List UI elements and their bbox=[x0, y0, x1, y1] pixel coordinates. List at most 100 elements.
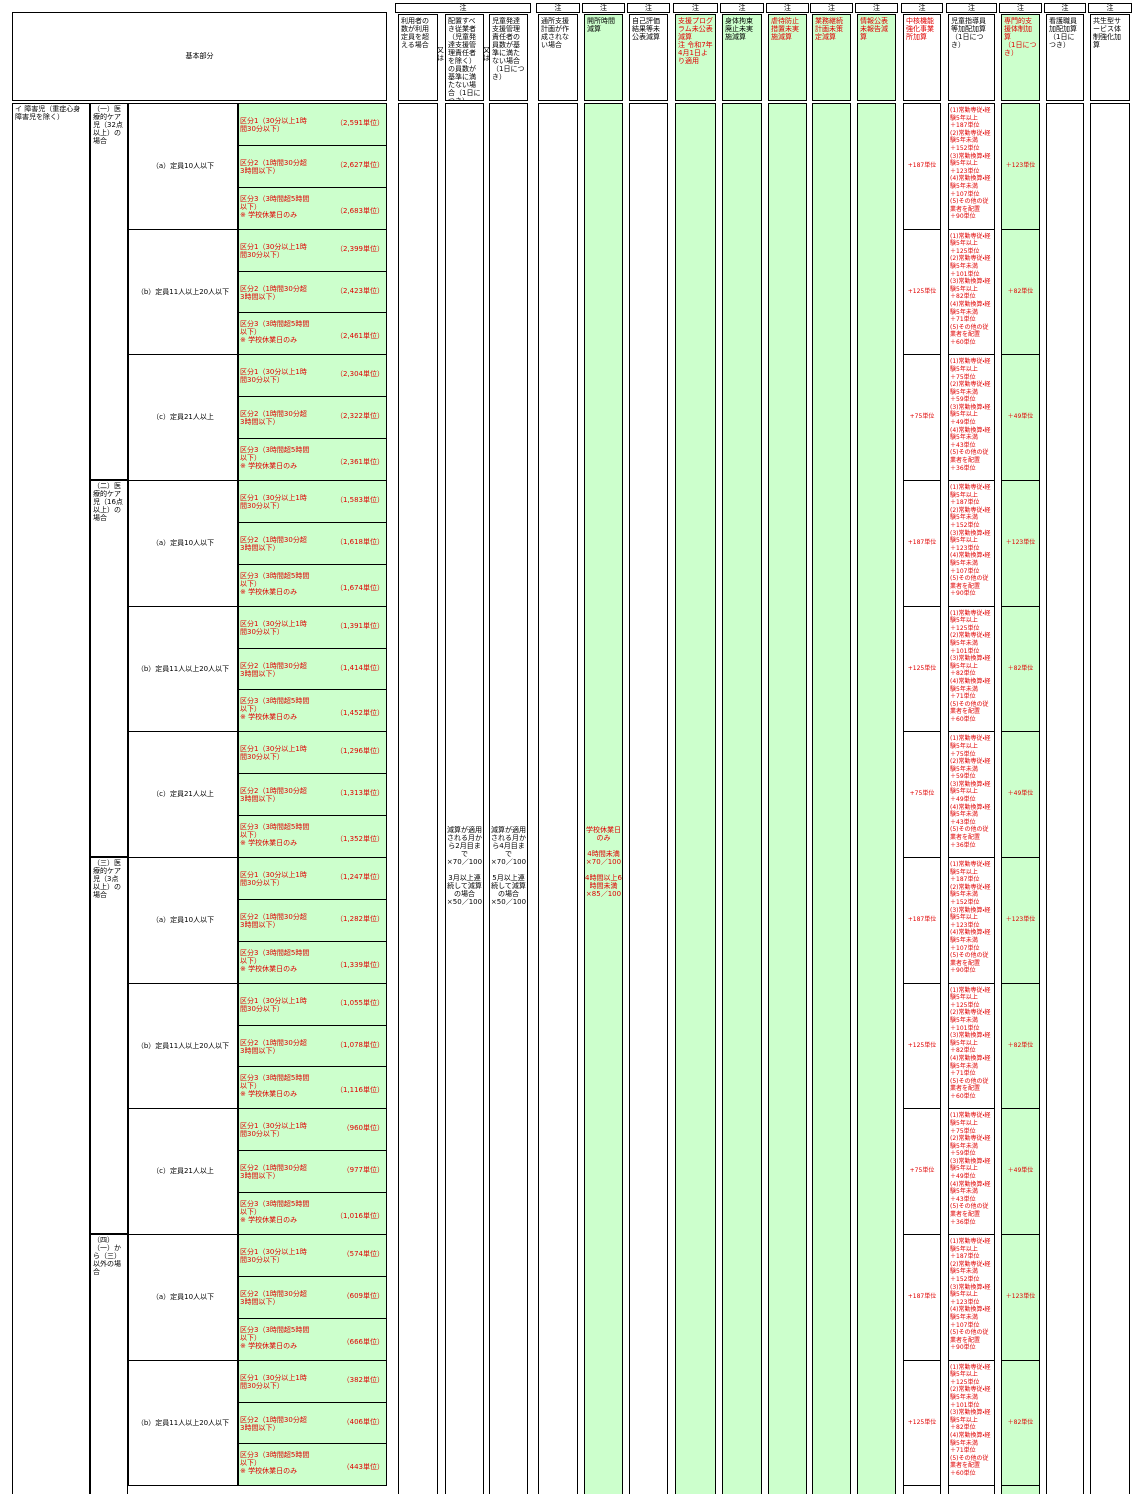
column-body bbox=[584, 103, 623, 1494]
specialist-value: ＋123単位 bbox=[1005, 915, 1036, 923]
note-header: 注 bbox=[946, 3, 997, 13]
staff-cell bbox=[948, 1359, 995, 1487]
column-header: 自己評価結果等未公表減算 bbox=[629, 14, 668, 101]
category-label: 区分2（1時間30分超3時間以下） bbox=[240, 284, 307, 301]
unit-value: （1,583単位） bbox=[335, 496, 384, 504]
column-header: 身体拘束廃止未実施減算 bbox=[722, 14, 762, 101]
unit-value: （1,391単位） bbox=[335, 621, 384, 630]
staff-value: (1)常勤専従・経験5年以上 ＋75単位 (2)常勤専従・経験5年未満 ＋59単… bbox=[950, 1112, 991, 1226]
unit-value: （2,683単位） bbox=[335, 206, 384, 215]
or-label: 又は bbox=[437, 46, 444, 62]
staff-value: (1)常勤専従・経験5年以上 ＋125単位 (2)常勤専従・経験5年未満 ＋10… bbox=[950, 986, 991, 1100]
category-cell bbox=[238, 647, 387, 691]
category-cell bbox=[238, 1359, 387, 1403]
specialist-value: ＋49単位 bbox=[1007, 790, 1034, 798]
specialist-cell bbox=[1001, 1234, 1040, 1361]
column-header: 看護職員加配加算 （1日につき） bbox=[1046, 14, 1084, 101]
category-label: 区分3（3時間超5時間以下） ※ 学校休業日のみ bbox=[240, 571, 310, 596]
unit-value: （1,674単位） bbox=[335, 583, 384, 592]
column-header: 支援プログラム未公表減算 注 令和7年4月1日より適用 bbox=[675, 14, 716, 101]
column-body bbox=[1090, 103, 1130, 1494]
specialist-value: ＋82単位 bbox=[1007, 287, 1034, 295]
specialist-cell bbox=[1001, 982, 1040, 1110]
specialist-cell bbox=[1001, 857, 1040, 984]
category-label: 区分3（3時間超5時間以下） ※ 学校休業日のみ bbox=[240, 1074, 310, 1099]
column-header: 配置すべき従業者（児童発達支援管理責任者を除く）の員数が基準に満たない場合（1日… bbox=[445, 14, 484, 101]
core-value: +125単位 bbox=[907, 1041, 937, 1049]
category-label: 区分2（1時間30分超3時間以下） bbox=[240, 158, 307, 175]
column-body bbox=[768, 103, 807, 1494]
unit-value: （666単位） bbox=[342, 1337, 384, 1346]
staff-value: (1)常勤専従・経験5年以上 ＋125単位 (2)常勤専従・経験5年未満 ＋10… bbox=[950, 232, 991, 346]
category-cell bbox=[238, 1234, 387, 1277]
group-cell: （二）医療的ケア児（16点以上）の場合 bbox=[90, 480, 128, 857]
unit-value: （1,296単位） bbox=[335, 747, 384, 756]
basic-header-text: 基本部分 bbox=[185, 52, 214, 60]
specialist-cell bbox=[1001, 228, 1040, 356]
column-body bbox=[722, 103, 762, 1494]
category-cell bbox=[238, 521, 387, 565]
unit-value: （1,414単位） bbox=[335, 663, 384, 672]
category-label: 区分2（1時間30分超3時間以下） bbox=[240, 1164, 307, 1181]
staff-value: (1)常勤専従・経験5年以上 ＋125単位 (2)常勤専従・経験5年未満 ＋10… bbox=[950, 1363, 991, 1477]
staff-value: (1)常勤専従・経験5年以上 ＋125単位 (2)常勤専従・経験5年未満 ＋10… bbox=[950, 609, 991, 723]
specialist-cell bbox=[1001, 103, 1040, 230]
category-label: 区分2（1時間30分超3時間以下） bbox=[240, 1038, 307, 1055]
category-cell bbox=[238, 731, 387, 775]
column-header: 児童発達支援管理責任者の員数が基準に満たない場合（1日につき） bbox=[489, 14, 528, 101]
column-header: 通所支援計画が作成されない場合 bbox=[538, 14, 578, 101]
note-header: 注 bbox=[810, 3, 853, 13]
note-header: 注 bbox=[720, 3, 764, 13]
column-header: 業務継続計画未策定減算 bbox=[812, 14, 851, 101]
category-label: 区分3（3時間超5時間以下） ※ 学校休業日のみ bbox=[240, 1451, 310, 1476]
category-cell bbox=[238, 940, 387, 984]
unit-value: （2,461単位） bbox=[335, 332, 384, 341]
unit-value: （2,627単位） bbox=[335, 160, 384, 169]
category-cell bbox=[238, 773, 387, 817]
reduction-manager: 減算が適用される月から4月目まで ×70／100 5月以上連続して減算の場合 ×… bbox=[490, 826, 527, 906]
column-body bbox=[629, 103, 668, 1494]
column-header: 児童指導員等加配加算 （1日につき） bbox=[948, 14, 995, 101]
core-value: +125単位 bbox=[907, 287, 937, 295]
note-header: 注 bbox=[627, 3, 670, 13]
unit-value: （1,452単位） bbox=[335, 709, 384, 718]
category-label: 区分3（3時間超5時間以下） ※ 学校休業日のみ bbox=[240, 1200, 310, 1225]
category-cell bbox=[238, 438, 387, 481]
column-body bbox=[489, 103, 528, 1494]
capacity-label: （b）定員11人以上20人以下 bbox=[136, 1418, 230, 1427]
category-label: 区分2（1時間30分超3時間以下） bbox=[240, 1415, 307, 1432]
column-header: 専門的支援体制加算 （1日につき） bbox=[1001, 14, 1040, 101]
column-header: 共生型サービス体制強化加算 bbox=[1090, 14, 1130, 101]
unit-value: （1,116単位） bbox=[335, 1086, 384, 1095]
capacity-label: （b）定員11人以上20人以下 bbox=[136, 287, 230, 296]
group-cell: （三）医療的ケア児（3点以上）の場合 bbox=[90, 857, 128, 1234]
core-value: +75単位 bbox=[909, 790, 935, 798]
specialist-value: ＋82単位 bbox=[1007, 1041, 1034, 1049]
staff-value: (1)常勤専従・経験5年以上 ＋187単位 (2)常勤専従・経験5年未満 ＋15… bbox=[950, 107, 991, 221]
category-cell bbox=[238, 1108, 387, 1152]
unit-value: （2,423単位） bbox=[335, 286, 384, 295]
core-value: +125単位 bbox=[907, 664, 937, 672]
category-cell bbox=[238, 354, 387, 398]
unit-value: （443単位） bbox=[342, 1463, 384, 1472]
column-body bbox=[445, 103, 484, 1494]
capacity-cell bbox=[128, 1359, 238, 1487]
unit-value: （2,399単位） bbox=[335, 244, 384, 253]
unit-value: （1,078単位） bbox=[335, 1040, 384, 1049]
note-header: 注 bbox=[582, 3, 625, 13]
category-label: 区分2（1時間30分超3時間以下） bbox=[240, 410, 307, 427]
category-label: 区分1（30分以上1時間30分以下） bbox=[240, 494, 307, 510]
staff-value: (1)常勤専従・経験5年以上 ＋187単位 (2)常勤専従・経験5年未満 ＋15… bbox=[950, 484, 991, 598]
core-value: +75単位 bbox=[909, 413, 935, 421]
specialist-value: ＋49単位 bbox=[1007, 1167, 1034, 1175]
category-label: 区分2（1時間30分超3時間以下） bbox=[240, 661, 307, 678]
category-cell bbox=[238, 857, 387, 900]
unit-value: （1,618単位） bbox=[335, 537, 384, 546]
note-header: 注 bbox=[1088, 3, 1132, 13]
category-label: 区分1（30分以上1時間30分以下） bbox=[240, 996, 307, 1013]
category-cell bbox=[238, 103, 387, 146]
category-label: 区分2（1時間30分超3時間以下） bbox=[240, 535, 307, 552]
specialist-value: ＋82単位 bbox=[1007, 1418, 1034, 1426]
unit-value: （2,304単位） bbox=[335, 370, 384, 379]
basic-header bbox=[12, 12, 387, 101]
